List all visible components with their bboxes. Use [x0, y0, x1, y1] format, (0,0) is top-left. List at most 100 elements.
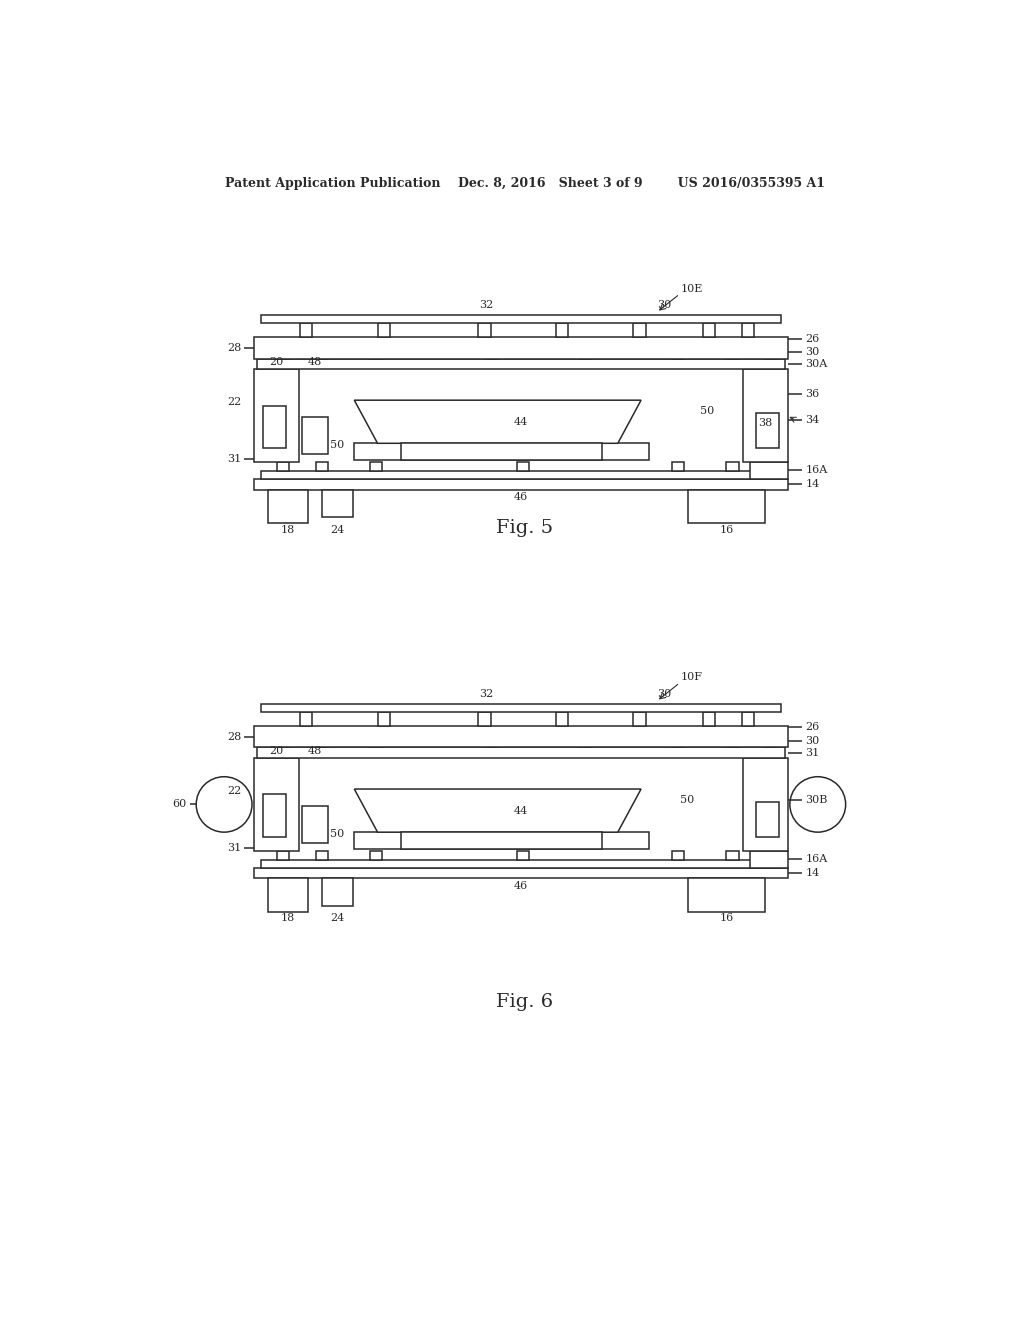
- Text: 48: 48: [307, 356, 322, 367]
- Text: 16A: 16A: [805, 465, 827, 475]
- Text: 50: 50: [330, 440, 344, 450]
- Bar: [276, 462, 289, 471]
- Bar: [257, 359, 785, 370]
- Bar: [370, 739, 382, 747]
- Bar: [263, 405, 286, 447]
- Text: 14: 14: [805, 869, 819, 878]
- Bar: [633, 711, 646, 726]
- Text: 28: 28: [227, 343, 241, 352]
- Bar: [556, 711, 568, 726]
- Bar: [579, 739, 592, 747]
- Text: 48: 48: [307, 746, 322, 755]
- Text: 32: 32: [479, 689, 494, 698]
- Bar: [756, 413, 779, 447]
- Bar: [354, 444, 649, 461]
- Text: 31: 31: [227, 454, 241, 463]
- Text: 50: 50: [330, 829, 344, 838]
- Text: 31: 31: [227, 842, 241, 853]
- Bar: [478, 711, 490, 726]
- Bar: [486, 739, 499, 747]
- Text: 18: 18: [281, 913, 295, 924]
- Bar: [765, 850, 777, 859]
- Text: 38: 38: [758, 418, 772, 428]
- Bar: [726, 739, 738, 747]
- Text: 30: 30: [805, 347, 819, 358]
- Text: 44: 44: [514, 417, 528, 426]
- Bar: [726, 850, 738, 859]
- Text: 34: 34: [805, 416, 819, 425]
- Bar: [741, 323, 755, 337]
- Bar: [486, 351, 499, 359]
- Bar: [703, 711, 716, 726]
- Text: 46: 46: [514, 880, 528, 891]
- Bar: [254, 370, 299, 462]
- Bar: [276, 351, 289, 359]
- Polygon shape: [354, 400, 641, 444]
- Text: 16A: 16A: [805, 854, 827, 865]
- Bar: [370, 462, 382, 471]
- Bar: [254, 479, 788, 490]
- Text: 46: 46: [514, 492, 528, 502]
- Text: 24: 24: [330, 913, 344, 924]
- Bar: [261, 315, 780, 323]
- Text: Fig. 6: Fig. 6: [497, 993, 553, 1011]
- Bar: [370, 850, 382, 859]
- Text: 30: 30: [657, 689, 672, 698]
- Bar: [300, 323, 312, 337]
- Bar: [254, 758, 299, 850]
- Bar: [315, 739, 328, 747]
- Bar: [726, 462, 738, 471]
- Bar: [672, 351, 684, 359]
- Bar: [750, 462, 788, 479]
- Bar: [322, 878, 352, 906]
- Bar: [261, 705, 780, 711]
- Bar: [276, 850, 289, 859]
- Text: 30B: 30B: [805, 795, 827, 805]
- Text: 20: 20: [269, 356, 284, 367]
- Bar: [672, 850, 684, 859]
- Bar: [263, 795, 286, 837]
- Text: 30: 30: [657, 300, 672, 310]
- Bar: [254, 867, 788, 878]
- Bar: [517, 850, 529, 859]
- Text: Fig. 5: Fig. 5: [497, 519, 553, 537]
- Bar: [743, 758, 788, 850]
- Bar: [672, 462, 684, 471]
- Text: 10F: 10F: [680, 672, 702, 682]
- Text: 32: 32: [479, 300, 494, 310]
- Bar: [756, 803, 779, 837]
- Bar: [703, 323, 716, 337]
- Bar: [378, 323, 390, 337]
- Bar: [300, 711, 312, 726]
- Text: 20: 20: [269, 746, 284, 755]
- Bar: [322, 490, 352, 517]
- Text: 31: 31: [805, 748, 819, 758]
- Bar: [254, 726, 788, 747]
- Text: 28: 28: [227, 731, 241, 742]
- Text: 60: 60: [173, 800, 187, 809]
- Bar: [741, 711, 755, 726]
- Bar: [765, 351, 777, 359]
- Text: 50: 50: [680, 795, 694, 805]
- Bar: [750, 850, 788, 867]
- Bar: [315, 850, 328, 859]
- Text: 10E: 10E: [680, 284, 702, 293]
- Bar: [400, 444, 602, 461]
- Text: 18: 18: [281, 524, 295, 535]
- Bar: [267, 490, 308, 524]
- Text: 26: 26: [805, 722, 819, 733]
- Bar: [276, 739, 289, 747]
- Bar: [556, 323, 568, 337]
- Text: 24: 24: [330, 524, 344, 535]
- Text: 26: 26: [805, 334, 819, 343]
- Bar: [254, 337, 788, 359]
- Text: 22: 22: [227, 785, 241, 796]
- Bar: [400, 832, 602, 849]
- Text: 30: 30: [805, 737, 819, 746]
- Bar: [478, 323, 490, 337]
- Text: 14: 14: [805, 479, 819, 490]
- Polygon shape: [354, 789, 641, 832]
- Bar: [672, 739, 684, 747]
- Bar: [743, 370, 788, 462]
- Bar: [354, 832, 649, 849]
